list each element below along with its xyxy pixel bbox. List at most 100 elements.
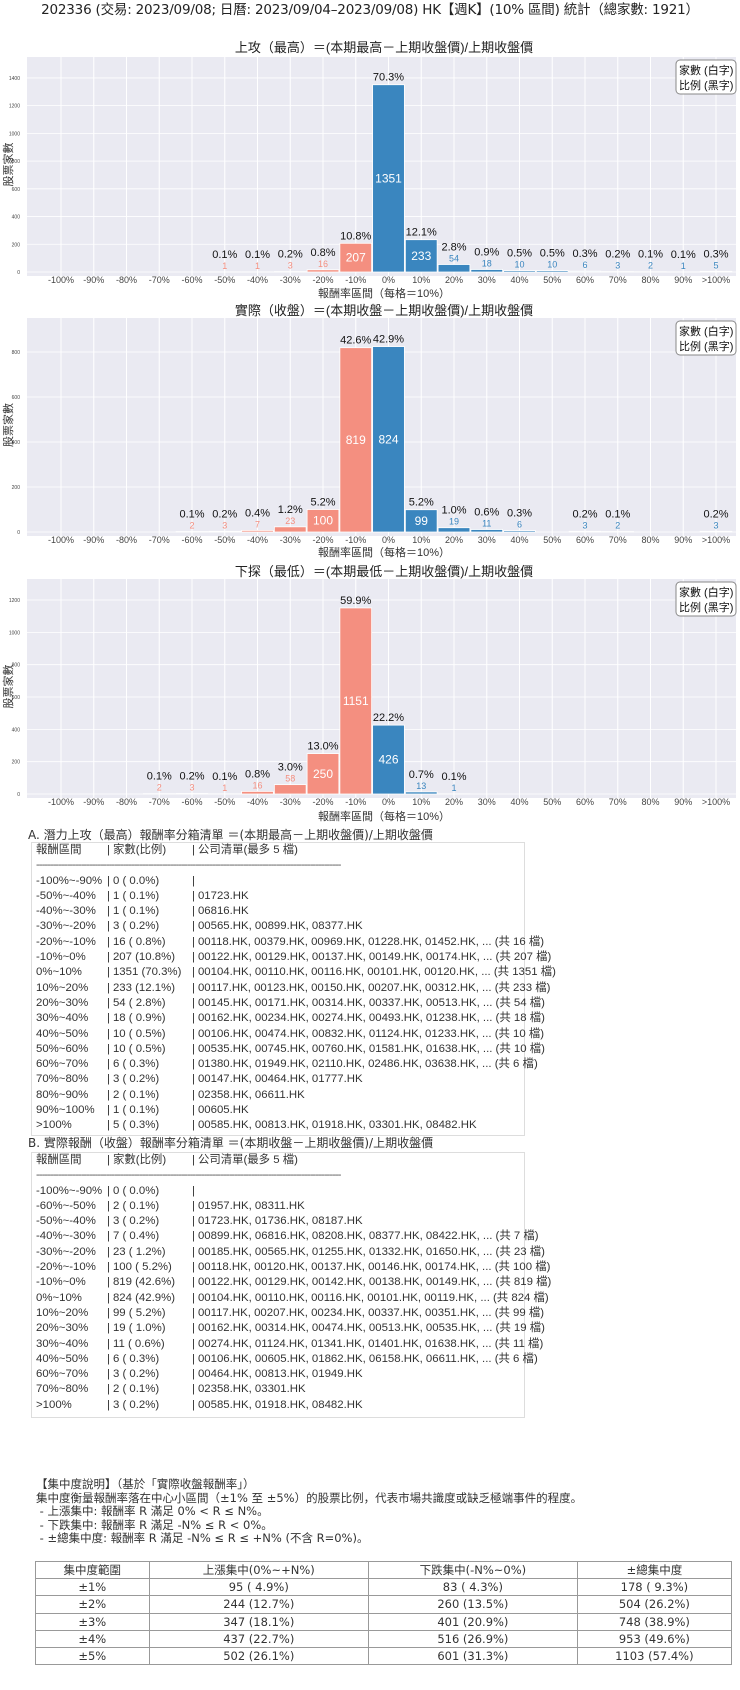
row-range: -20%~-10% (36, 935, 96, 948)
bar-percent-label: 0.1% (212, 771, 237, 783)
row-count: 3 ( 0.2%) (112, 920, 160, 933)
bar (568, 530, 602, 533)
bar (273, 784, 307, 795)
row-count: 100 ( 5.2%) (112, 1261, 172, 1274)
row-range: 20%~30% (36, 996, 89, 1009)
list-row: >100% | 3 ( 0.2%) | 00585.HK, 01918.HK, 0848… (36, 1398, 551, 1413)
bar-count-label: 2 (615, 521, 620, 531)
y-tick-label: 800 (12, 663, 21, 669)
table-cell: ±3% (35, 1612, 150, 1631)
x-tick-label: 40% (510, 275, 528, 285)
x-tick-label: -70% (149, 535, 170, 545)
row-range: 30%~40% (36, 1012, 89, 1025)
row-companies: 00145.HK, 00171.HK, 00314.HK, 00337.HK, … (197, 996, 545, 1009)
x-tick-label: 80% (641, 797, 659, 807)
row-range: >100% (36, 1398, 72, 1411)
bar (208, 530, 242, 533)
bar-count-label: 1 (222, 783, 227, 793)
list-a-content: 報酬區間 | 家數(比例) | 公司清單(最多 5 檔) ----------------… (36, 843, 556, 1134)
x-tick-label: -30% (280, 535, 301, 545)
row-companies: 00565.HK, 00899.HK, 08377.HK (197, 920, 363, 933)
concentration-table: 集中度範圍 上漲集中(0%~+N%) 下跌集中(-N%~0%) ±總集中度 ±1% 95… (35, 1561, 733, 1666)
row-companies: 00118.HK, 00379.HK, 00969.HK, 01228.HK, … (197, 935, 545, 948)
concentration-bullet: - ±總集中度: 報酬率 R 滿足 -N% ≤ R ≤ +N% (不含 R=0%… (36, 1531, 369, 1546)
bar (699, 530, 733, 533)
table-row: ±4% 437 (22.7%) 516 (26.9%) 953 (49.6%) (35, 1629, 733, 1649)
bar-percent-label: 1.0% (441, 505, 466, 517)
bar-count-label: 11 (482, 519, 491, 529)
bar-percent-label: 12.1% (406, 227, 437, 239)
x-tick-label: -50% (214, 797, 235, 807)
table-header-cell: 集中度範圍 (35, 1561, 150, 1579)
row-range: -50%~-40% (36, 1215, 96, 1228)
x-tick-label: -10% (345, 275, 366, 285)
bar-percent-label: 0.5% (507, 248, 532, 260)
bar (241, 791, 274, 795)
concentration-description: 集中度衡量報酬率落在中心小區間（±1% 至 ±5%）的股票比例，代表市場共識度或… (36, 1490, 583, 1505)
x-tick-label: 0% (382, 797, 395, 807)
list-row: -30%~-20% | 23 ( 1.2%) | 00185.HK, 00565.HK,… (36, 1245, 551, 1260)
list-row: >100% | 5 ( 0.3%) | 00585.HK, 00813.HK, 0191… (36, 1118, 556, 1133)
row-companies: 00122.HK, 00129.HK, 00142.HK, 00138.HK, … (197, 1276, 552, 1289)
list-row: 40%~50% | 6 ( 0.3%) | 00106.HK, 00605.HK, 01… (36, 1352, 551, 1367)
x-tick-label: -40% (247, 797, 268, 807)
list-row: -30%~-20% | 3 ( 0.2%) | 00565.HK, 00899.HK, … (36, 919, 556, 934)
bar-percent-label: 10.8% (340, 230, 371, 242)
row-range: -100%~-90% (36, 874, 103, 887)
bar-percent-label: 13.0% (307, 741, 338, 753)
list-row: 20%~30% | 54 ( 2.8%) | 00145.HK, 00171.HK, 0… (36, 996, 556, 1011)
row-count: 3 ( 0.2%) (112, 1215, 160, 1228)
row-companies: 01723.HK (197, 889, 249, 902)
bar-count-label: 426 (378, 753, 398, 767)
row-companies: 00535.HK, 00745.HK, 00760.HK, 01581.HK, … (197, 1042, 545, 1055)
list-row: 0%~10% | 1351 (70.3%) | 00104.HK, 00110.HK, … (36, 965, 556, 980)
bar-percent-label: 0.4% (245, 507, 270, 519)
row-range: -60%~-50% (36, 1199, 96, 1212)
list-row: 60%~70% | 6 ( 0.3%) | 01380.HK, 01949.HK, 02… (36, 1057, 556, 1072)
row-count: 18 ( 0.9%) (112, 1012, 166, 1025)
x-tick-label: 50% (543, 275, 561, 285)
table-cell: 244 (12.7%) (148, 1595, 369, 1614)
bar-percent-label: 0.2% (212, 508, 237, 520)
x-tick-label: -40% (247, 535, 268, 545)
row-companies: 00147.HK, 00464.HK, 01777.HK (197, 1073, 363, 1086)
x-tick-label: 0% (382, 535, 395, 545)
x-tick-label: 30% (478, 797, 496, 807)
bar-count-label: 3 (189, 783, 194, 793)
row-companies: 00464.HK, 00813.HK, 01949.HK (197, 1368, 363, 1381)
y-tick-label: 0 (17, 270, 20, 276)
row-companies: 00274.HK, 01124.HK, 01341.HK, 01401.HK, … (197, 1337, 544, 1350)
list-row: -100%~-90% | 0 ( 0.0%) | (36, 1184, 551, 1199)
chart-legend: 家數 (白字)比例 (黑字) (675, 581, 737, 617)
x-tick-label: 60% (576, 797, 594, 807)
list-row: -10%~0% | 819 (42.6%) | 00122.HK, 00129.HK, … (36, 1275, 551, 1290)
row-range: -40%~-30% (36, 905, 96, 918)
bar-count-label: 99 (415, 514, 429, 528)
list-row: 70%~80% | 2 ( 0.1%) | 02358.HK, 03301.HK (36, 1382, 551, 1397)
bar-percent-label: 0.9% (474, 247, 499, 259)
legend-percent-entry: 比例 (黑字) (679, 600, 733, 614)
bar (470, 269, 504, 273)
bar-percent-label: 0.1% (605, 509, 630, 521)
bar (568, 270, 602, 273)
bar-percent-label: 0.1% (441, 771, 466, 783)
bar-count-label: 1 (255, 261, 260, 271)
row-count: 3 ( 0.2%) (112, 1368, 160, 1381)
low-return-histogram: 下探（最低）＝(本期最低－上期收盤價)/上期收盤價020040060080010… (1, 564, 737, 823)
bar-percent-label: 0.1% (245, 249, 270, 261)
bar-percent-label: 0.2% (572, 508, 597, 520)
row-count: 23 ( 1.2%) (112, 1245, 166, 1258)
bar (437, 264, 471, 273)
x-axis-label: 報酬率區間（每格＝10%） (318, 286, 450, 300)
bar-percent-label: 0.2% (703, 508, 728, 520)
x-tick-label: 50% (543, 535, 561, 545)
x-tick-label: 10% (412, 797, 430, 807)
bar-count-label: 250 (313, 767, 333, 781)
row-range: -100%~-90% (36, 1184, 103, 1197)
row-range: 20%~30% (36, 1322, 89, 1335)
row-count: 19 ( 1.0%) (112, 1322, 166, 1335)
bar-percent-label: 3.0% (278, 762, 303, 774)
bar-percent-label: 70.3% (373, 72, 404, 84)
bar (404, 509, 438, 533)
bar-count-label: 6 (582, 260, 587, 270)
